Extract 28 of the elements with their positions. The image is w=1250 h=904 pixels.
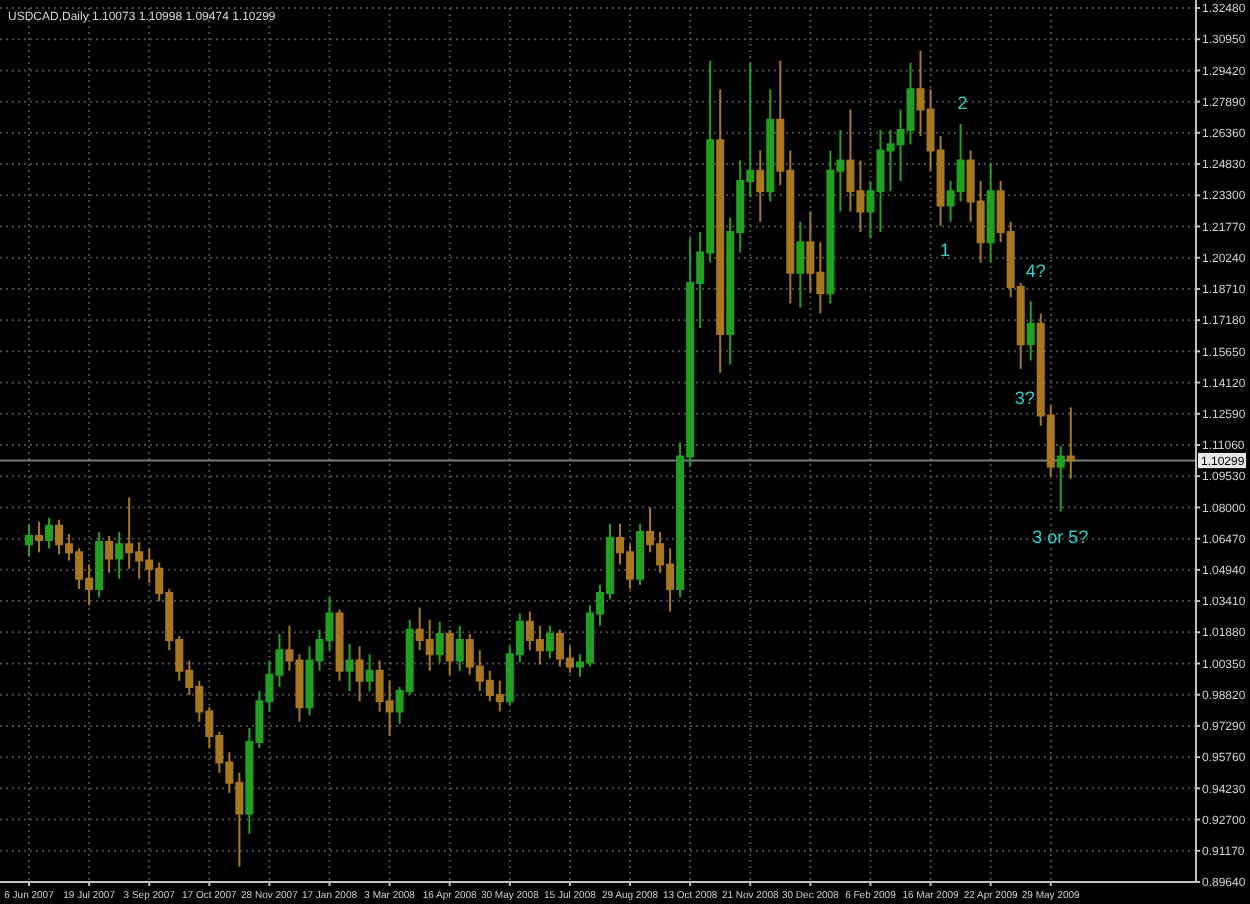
annotation: 3 or 5?: [1032, 526, 1089, 547]
candlestick: [95, 530, 104, 599]
candlestick: [335, 608, 344, 682]
candlestick: [1026, 300, 1035, 362]
candlestick: [1066, 406, 1075, 480]
candlestick: [716, 88, 725, 374]
candlestick: [636, 522, 645, 586]
candlestick: [455, 624, 464, 672]
candlestick: [115, 530, 124, 580]
candlestick: [25, 522, 34, 558]
candlestick: [355, 645, 364, 703]
annotation: 2: [957, 92, 968, 113]
candlestick: [766, 88, 775, 203]
candlestick: [986, 161, 995, 264]
candlestick: [35, 520, 44, 554]
candlestick: [756, 149, 765, 223]
candlestick: [796, 220, 805, 309]
candlestick: [435, 620, 444, 664]
annotation: 4?: [1025, 260, 1046, 281]
candlestick: [345, 643, 354, 693]
annotation: 1: [939, 239, 950, 260]
candlestick: [445, 628, 454, 676]
candlestick: [1056, 445, 1065, 513]
annotation: 3?: [1014, 388, 1035, 409]
candlestick: [545, 624, 554, 660]
candlestick: [365, 653, 374, 693]
candlestick: [105, 534, 114, 574]
candlestick: [45, 516, 54, 550]
